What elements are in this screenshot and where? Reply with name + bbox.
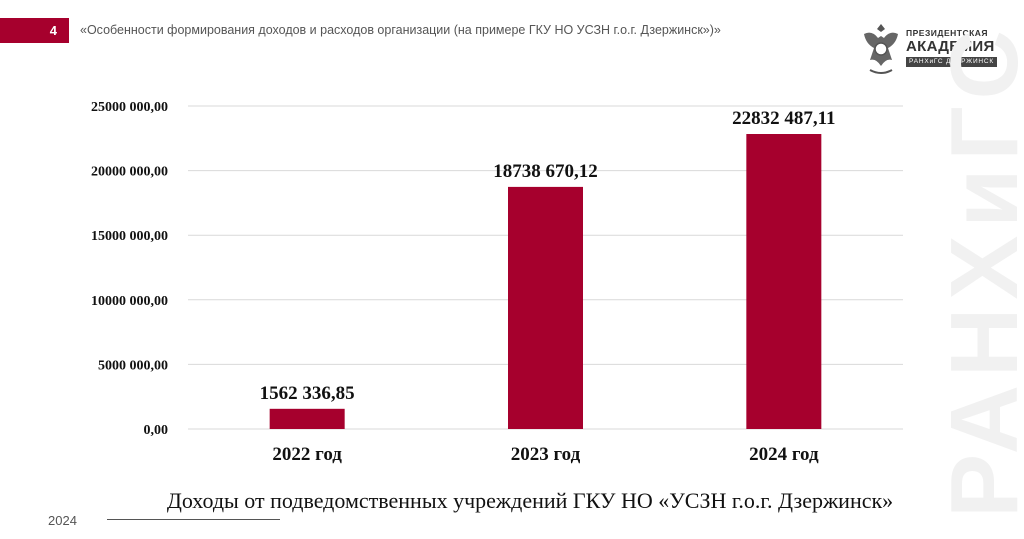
- logo-line-2: АКАДЕМИЯ: [906, 38, 995, 55]
- x-tick-label: 2023 год: [511, 444, 581, 465]
- y-tick-label: 15000 000,00: [91, 229, 168, 244]
- data-label: 22832 487,11: [732, 108, 835, 129]
- chart-caption: Доходы от подведомственных учреждений ГК…: [166, 488, 894, 513]
- footer-year: 2024: [48, 513, 77, 528]
- x-tick-label: 2024 год: [749, 444, 819, 465]
- data-label: 18738 670,12: [493, 161, 598, 182]
- slide-number: 4: [0, 18, 69, 43]
- data-label: 1562 336,85: [260, 383, 355, 404]
- y-tick-label: 20000 000,00: [91, 165, 168, 180]
- bar: [269, 408, 345, 429]
- y-tick-label: 5000 000,00: [98, 358, 168, 373]
- y-tick-label: 10000 000,00: [91, 294, 168, 309]
- bar: [746, 134, 822, 429]
- footer-divider: [107, 519, 280, 520]
- academy-logo: ПРЕЗИДЕНТСКАЯ АКАДЕМИЯ РАНХиГС ДЗЕРЖИНСК: [858, 20, 997, 80]
- bar: [508, 186, 583, 429]
- y-tick-label: 0,00: [144, 423, 169, 438]
- slide-header-title: «Особенности формирования доходов и расх…: [80, 23, 721, 37]
- logo-line-1: ПРЕЗИДЕНТСКАЯ: [906, 28, 989, 38]
- y-tick-label: 25000 000,00: [91, 100, 168, 115]
- eagle-emblem-icon: [864, 24, 898, 74]
- logo-line-3: РАНХиГС ДЗЕРЖИНСК: [906, 57, 997, 67]
- x-tick-label: 2022 год: [272, 444, 342, 465]
